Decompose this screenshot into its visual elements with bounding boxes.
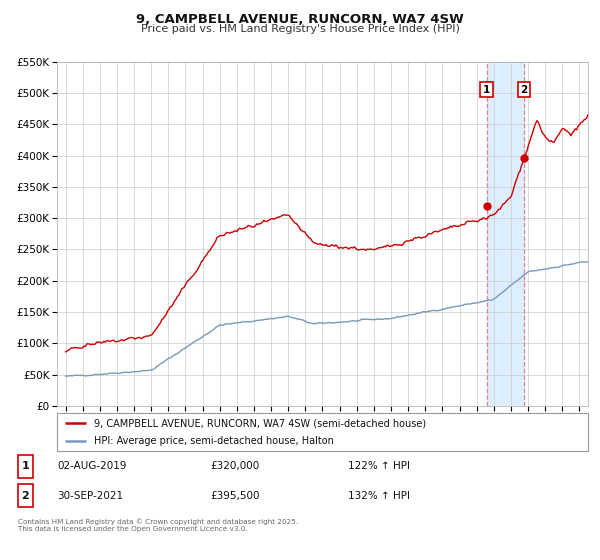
Text: 1: 1 [22,461,29,472]
Text: 02-AUG-2019: 02-AUG-2019 [57,461,127,472]
Text: 122% ↑ HPI: 122% ↑ HPI [348,461,410,472]
Text: HPI: Average price, semi-detached house, Halton: HPI: Average price, semi-detached house,… [94,436,334,446]
Text: 132% ↑ HPI: 132% ↑ HPI [348,491,410,501]
Text: 9, CAMPBELL AVENUE, RUNCORN, WA7 4SW: 9, CAMPBELL AVENUE, RUNCORN, WA7 4SW [136,13,464,26]
Text: 2: 2 [22,491,29,501]
Bar [487,62,524,406]
Text: 2: 2 [520,85,527,95]
Text: 1: 1 [483,85,490,95]
Text: £320,000: £320,000 [210,461,259,472]
Text: Contains HM Land Registry data © Crown copyright and database right 2025.
This d: Contains HM Land Registry data © Crown c… [18,518,298,531]
Text: Price paid vs. HM Land Registry's House Price Index (HPI): Price paid vs. HM Land Registry's House … [140,24,460,34]
Text: £395,500: £395,500 [210,491,260,501]
Text: 9, CAMPBELL AVENUE, RUNCORN, WA7 4SW (semi-detached house): 9, CAMPBELL AVENUE, RUNCORN, WA7 4SW (se… [94,418,426,428]
Text: 30-SEP-2021: 30-SEP-2021 [57,491,123,501]
